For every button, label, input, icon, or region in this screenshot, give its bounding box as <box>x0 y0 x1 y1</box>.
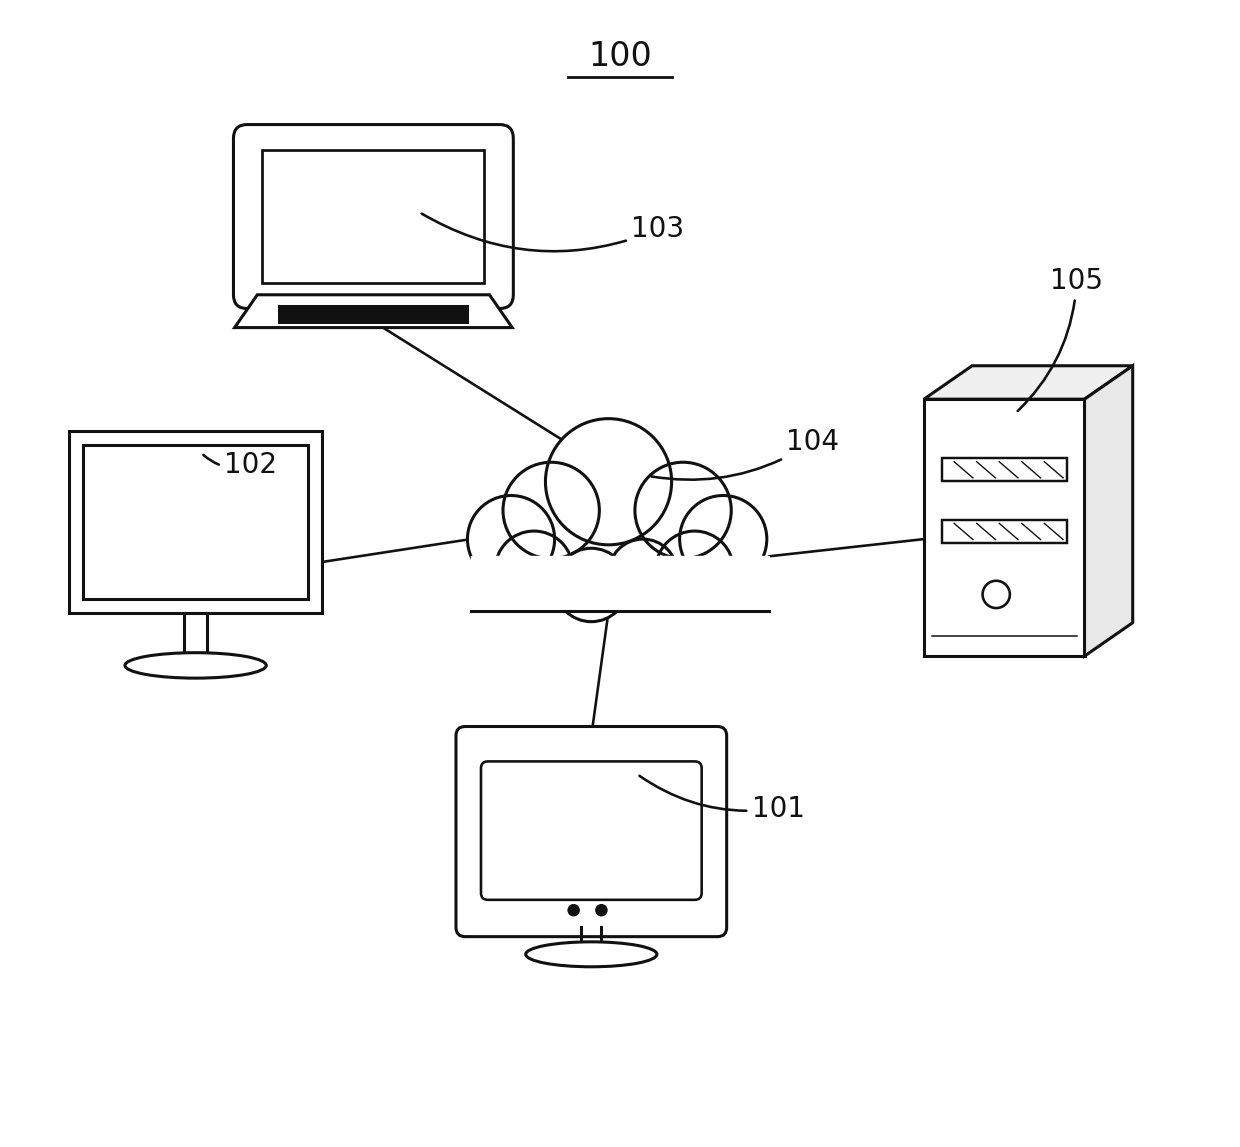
Circle shape <box>568 905 579 915</box>
Text: 100: 100 <box>588 40 652 73</box>
Text: 104: 104 <box>651 428 839 479</box>
Text: 101: 101 <box>640 775 805 822</box>
FancyBboxPatch shape <box>481 762 702 900</box>
FancyBboxPatch shape <box>83 445 308 599</box>
FancyBboxPatch shape <box>941 520 1066 543</box>
Ellipse shape <box>125 653 267 678</box>
Circle shape <box>635 462 732 559</box>
Circle shape <box>596 905 606 915</box>
Bar <box>185 612 207 653</box>
Circle shape <box>503 462 599 559</box>
Circle shape <box>680 496 766 583</box>
Text: 103: 103 <box>422 213 684 251</box>
Circle shape <box>609 539 677 608</box>
FancyBboxPatch shape <box>941 459 1066 482</box>
Ellipse shape <box>526 942 657 967</box>
Text: 105: 105 <box>1018 267 1104 411</box>
FancyBboxPatch shape <box>69 431 321 612</box>
FancyBboxPatch shape <box>263 150 485 282</box>
Polygon shape <box>234 295 512 328</box>
Circle shape <box>546 419 672 545</box>
Circle shape <box>495 531 573 609</box>
Bar <box>471 556 769 611</box>
Circle shape <box>656 531 734 609</box>
FancyBboxPatch shape <box>233 125 513 309</box>
Circle shape <box>467 496 554 583</box>
Polygon shape <box>1085 366 1132 656</box>
Circle shape <box>554 548 627 622</box>
Text: 102: 102 <box>203 451 278 478</box>
FancyBboxPatch shape <box>456 726 727 937</box>
Polygon shape <box>278 305 469 323</box>
Polygon shape <box>924 399 1085 656</box>
Polygon shape <box>924 366 1132 399</box>
